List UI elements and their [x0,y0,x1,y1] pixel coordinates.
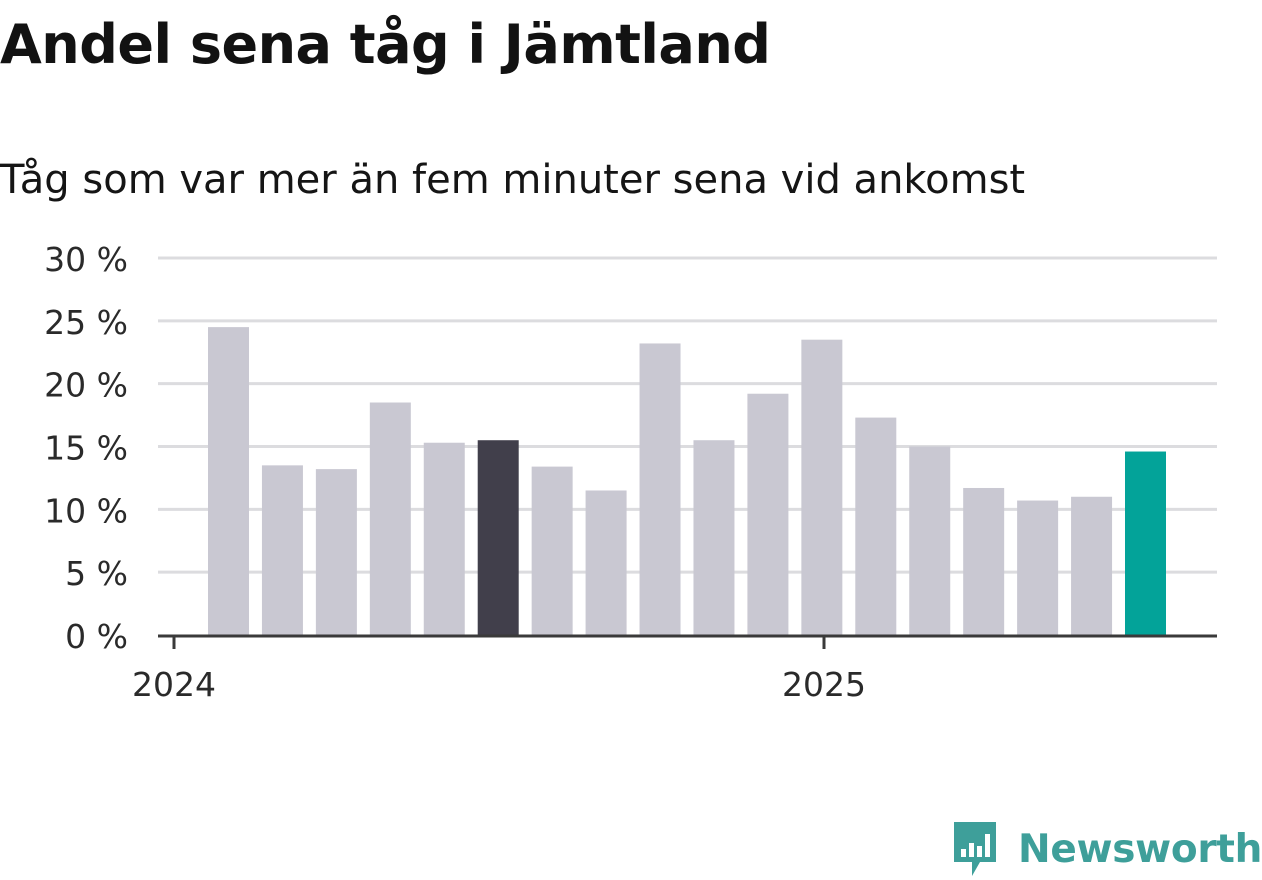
bar [315,469,357,635]
y-tick-label: 15 % [44,429,128,468]
bar [208,327,249,635]
bar [261,465,303,635]
bar [1017,500,1059,635]
bar [855,417,897,635]
y-tick-label: 25 % [44,303,128,342]
bar [1125,451,1166,635]
newsworthy-logo-icon [954,822,996,876]
brand-name: Newsworthy [1018,826,1262,872]
brand-logo: Newsworthy [950,818,1262,880]
y-tick-label: 10 % [44,491,128,530]
bar [747,393,789,635]
bar [369,402,411,635]
y-tick-label: 5 % [65,554,128,593]
bar [531,466,573,635]
bar [801,339,843,635]
bar [693,440,735,635]
bar [639,343,681,635]
bar [585,490,627,635]
x-tick-label: 2025 [782,665,866,704]
bar [423,442,465,635]
x-tick-label: 2024 [132,665,216,704]
bar [909,446,951,635]
y-tick-label: 30 % [44,240,128,279]
y-tick-label: 20 % [44,366,128,405]
chart-subtitle: Tåg som var mer än fem minuter sena vid … [0,157,1026,203]
y-tick-label: 0 % [65,617,128,656]
bar [963,487,1005,635]
bar [477,440,519,635]
chart-title: Andel sena tåg i Jämtland [0,13,771,76]
bar [1071,496,1113,635]
